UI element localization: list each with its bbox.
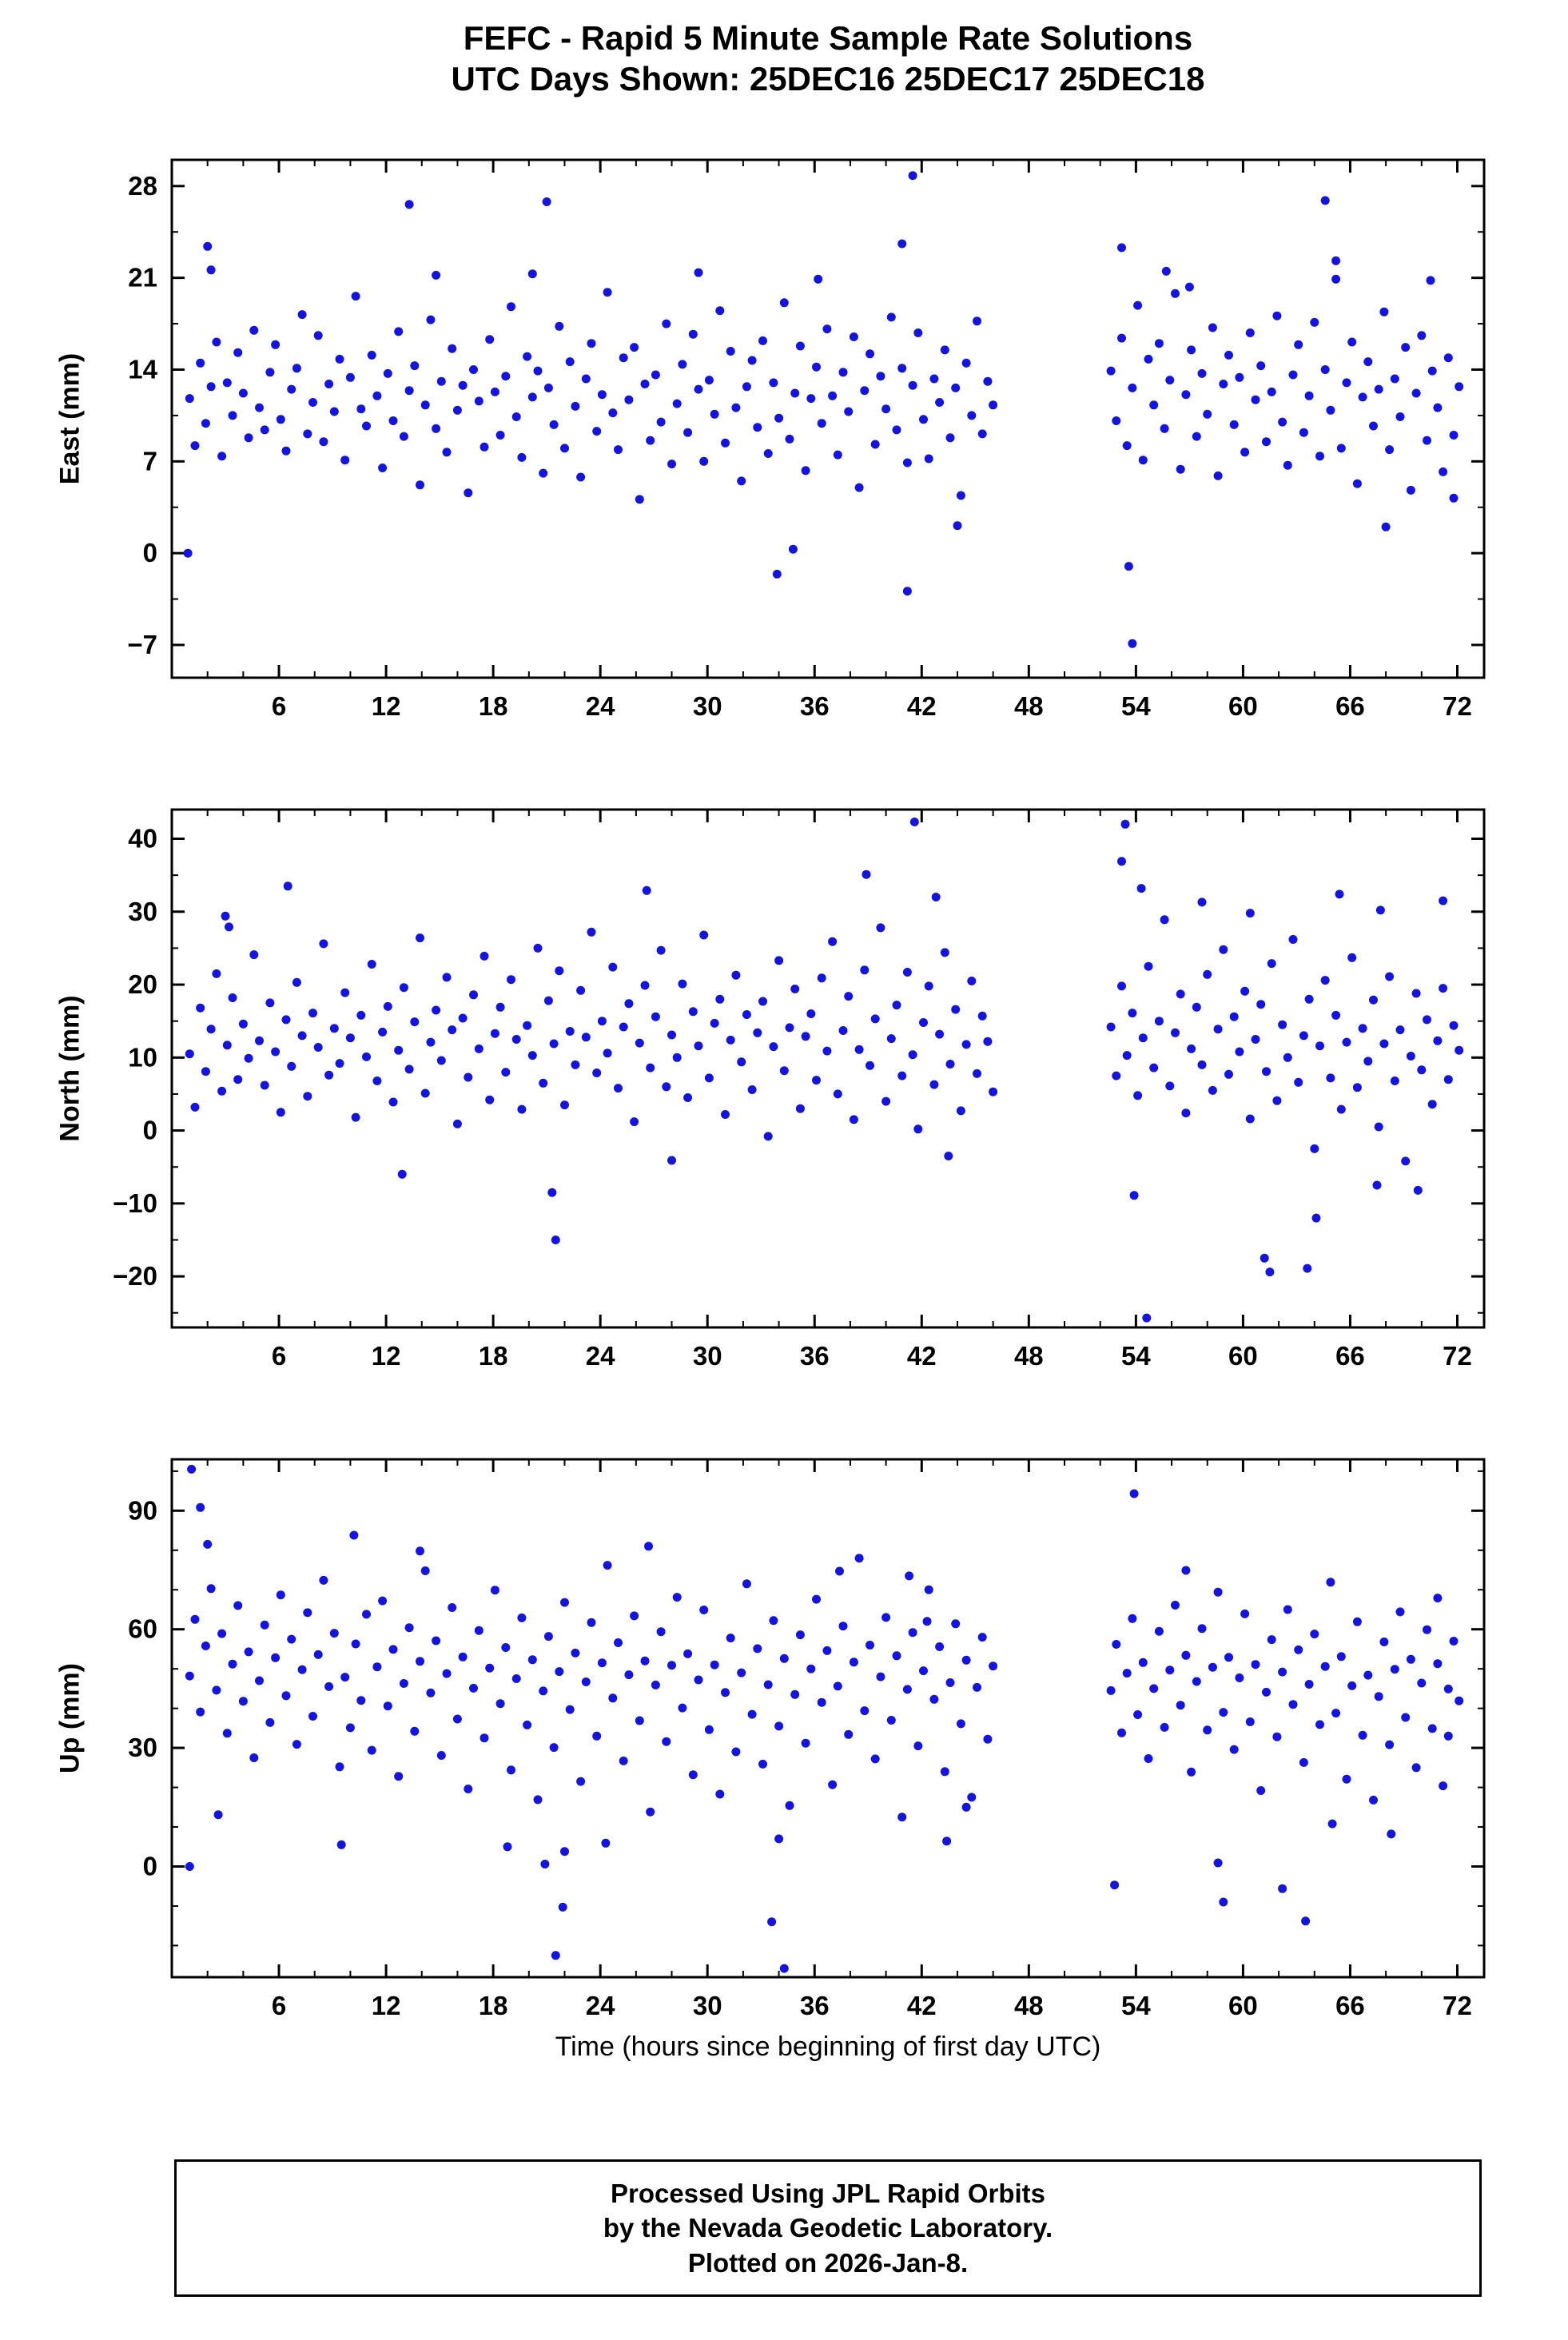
svg-text:30: 30 (693, 1991, 722, 2020)
svg-text:24: 24 (586, 691, 615, 721)
svg-text:54: 54 (1121, 1341, 1151, 1371)
svg-text:54: 54 (1121, 691, 1151, 721)
svg-text:21: 21 (128, 263, 157, 292)
svg-text:7: 7 (143, 446, 157, 476)
svg-text:28: 28 (128, 171, 157, 201)
y-axis-label-up: Up (mm) (54, 1663, 86, 1773)
scatter-points (183, 171, 1464, 648)
svg-text:24: 24 (586, 1341, 615, 1371)
chart-title: FEFC - Rapid 5 Minute Sample Rate Soluti… (172, 18, 1484, 99)
svg-text:36: 36 (800, 1991, 830, 2020)
svg-text:30: 30 (128, 1733, 157, 1762)
svg-text:60: 60 (1228, 1341, 1258, 1371)
svg-text:18: 18 (479, 1991, 508, 2020)
svg-text:48: 48 (1014, 1341, 1044, 1371)
svg-text:60: 60 (1228, 691, 1258, 721)
svg-text:10: 10 (128, 1042, 157, 1072)
svg-text:−20: −20 (113, 1261, 157, 1291)
svg-text:20: 20 (128, 969, 157, 999)
svg-text:30: 30 (128, 897, 157, 926)
svg-text:36: 36 (800, 691, 830, 721)
svg-text:42: 42 (907, 691, 937, 721)
svg-text:18: 18 (479, 1341, 508, 1371)
tick-labels: 6 12 18 24 30 36 42 48 54 60 66 72 0 30 60 90 (128, 1495, 1472, 2020)
panel-north: 6 12 18 24 30 36 42 48 54 60 66 72 −20 −10 0 10 20 30 40 (113, 808, 1486, 1371)
svg-text:12: 12 (372, 691, 401, 721)
chart-title-line1: FEFC - Rapid 5 Minute Sample Rate Soluti… (463, 19, 1193, 57)
svg-text:66: 66 (1335, 1341, 1365, 1371)
y-axis-label-east: East (mm) (54, 352, 86, 485)
svg-text:12: 12 (372, 1991, 401, 2020)
svg-text:72: 72 (1443, 1341, 1472, 1371)
footer-line2: by the Nevada Geodetic Laboratory. (603, 2213, 1053, 2243)
svg-text:40: 40 (128, 824, 157, 854)
axis-ticks (172, 1459, 1484, 1977)
svg-text:36: 36 (800, 1341, 830, 1371)
x-axis-label: Time (hours since beginning of first day… (555, 2032, 1101, 2062)
footer-line3: Plotted on 2026-Jan-8. (687, 2247, 969, 2278)
svg-text:48: 48 (1014, 691, 1044, 721)
footer-line1: Processed Using JPL Rapid Orbits (610, 2178, 1046, 2208)
svg-text:12: 12 (372, 1341, 401, 1371)
svg-text:0: 0 (143, 538, 157, 567)
svg-text:0: 0 (143, 1116, 157, 1145)
axis-ticks (172, 160, 1484, 678)
svg-text:48: 48 (1014, 1991, 1044, 2020)
svg-text:14: 14 (128, 354, 157, 384)
y-axis-label-north: North (mm) (54, 995, 86, 1142)
svg-text:6: 6 (272, 1341, 286, 1371)
scatter-points (185, 818, 1464, 1323)
svg-text:30: 30 (693, 1341, 722, 1371)
svg-text:0: 0 (143, 1851, 157, 1880)
svg-text:−10: −10 (113, 1188, 157, 1218)
svg-text:42: 42 (907, 1991, 937, 2020)
svg-text:18: 18 (479, 691, 508, 721)
svg-text:54: 54 (1121, 1991, 1151, 2020)
svg-text:72: 72 (1443, 1991, 1472, 2020)
svg-text:60: 60 (1228, 1991, 1258, 2020)
svg-text:72: 72 (1443, 691, 1472, 721)
svg-text:24: 24 (586, 1991, 615, 2020)
svg-text:6: 6 (272, 1991, 286, 2020)
svg-text:90: 90 (128, 1495, 157, 1525)
chart-title-line2: UTC Days Shown: 25DEC16 25DEC17 25DEC18 (451, 60, 1205, 98)
footer-box: Processed Using JPL Rapid Orbits by the … (174, 2159, 1482, 2297)
svg-text:42: 42 (907, 1341, 937, 1371)
svg-text:60: 60 (128, 1614, 157, 1644)
svg-text:30: 30 (693, 691, 722, 721)
svg-text:6: 6 (272, 691, 286, 721)
axis-ticks (172, 810, 1484, 1327)
tick-labels: 6 12 18 24 30 36 42 48 54 60 66 72 −20 −10 0 10 20 30 40 (113, 824, 1472, 1371)
svg-text:66: 66 (1335, 1991, 1365, 2020)
svg-text:66: 66 (1335, 691, 1365, 721)
tick-labels: 6 12 18 24 30 36 42 48 54 60 66 72 −7 0 7 14 21 28 (127, 171, 1471, 721)
panel-up: 6 12 18 24 30 36 42 48 54 60 66 72 0 30 60 90 (128, 1458, 1486, 2020)
svg-text:−7: −7 (127, 630, 157, 659)
scatter-points (185, 1464, 1464, 1973)
panel-east: 6 12 18 24 30 36 42 48 54 60 66 72 −7 0 7 14 21 28 (127, 158, 1486, 721)
